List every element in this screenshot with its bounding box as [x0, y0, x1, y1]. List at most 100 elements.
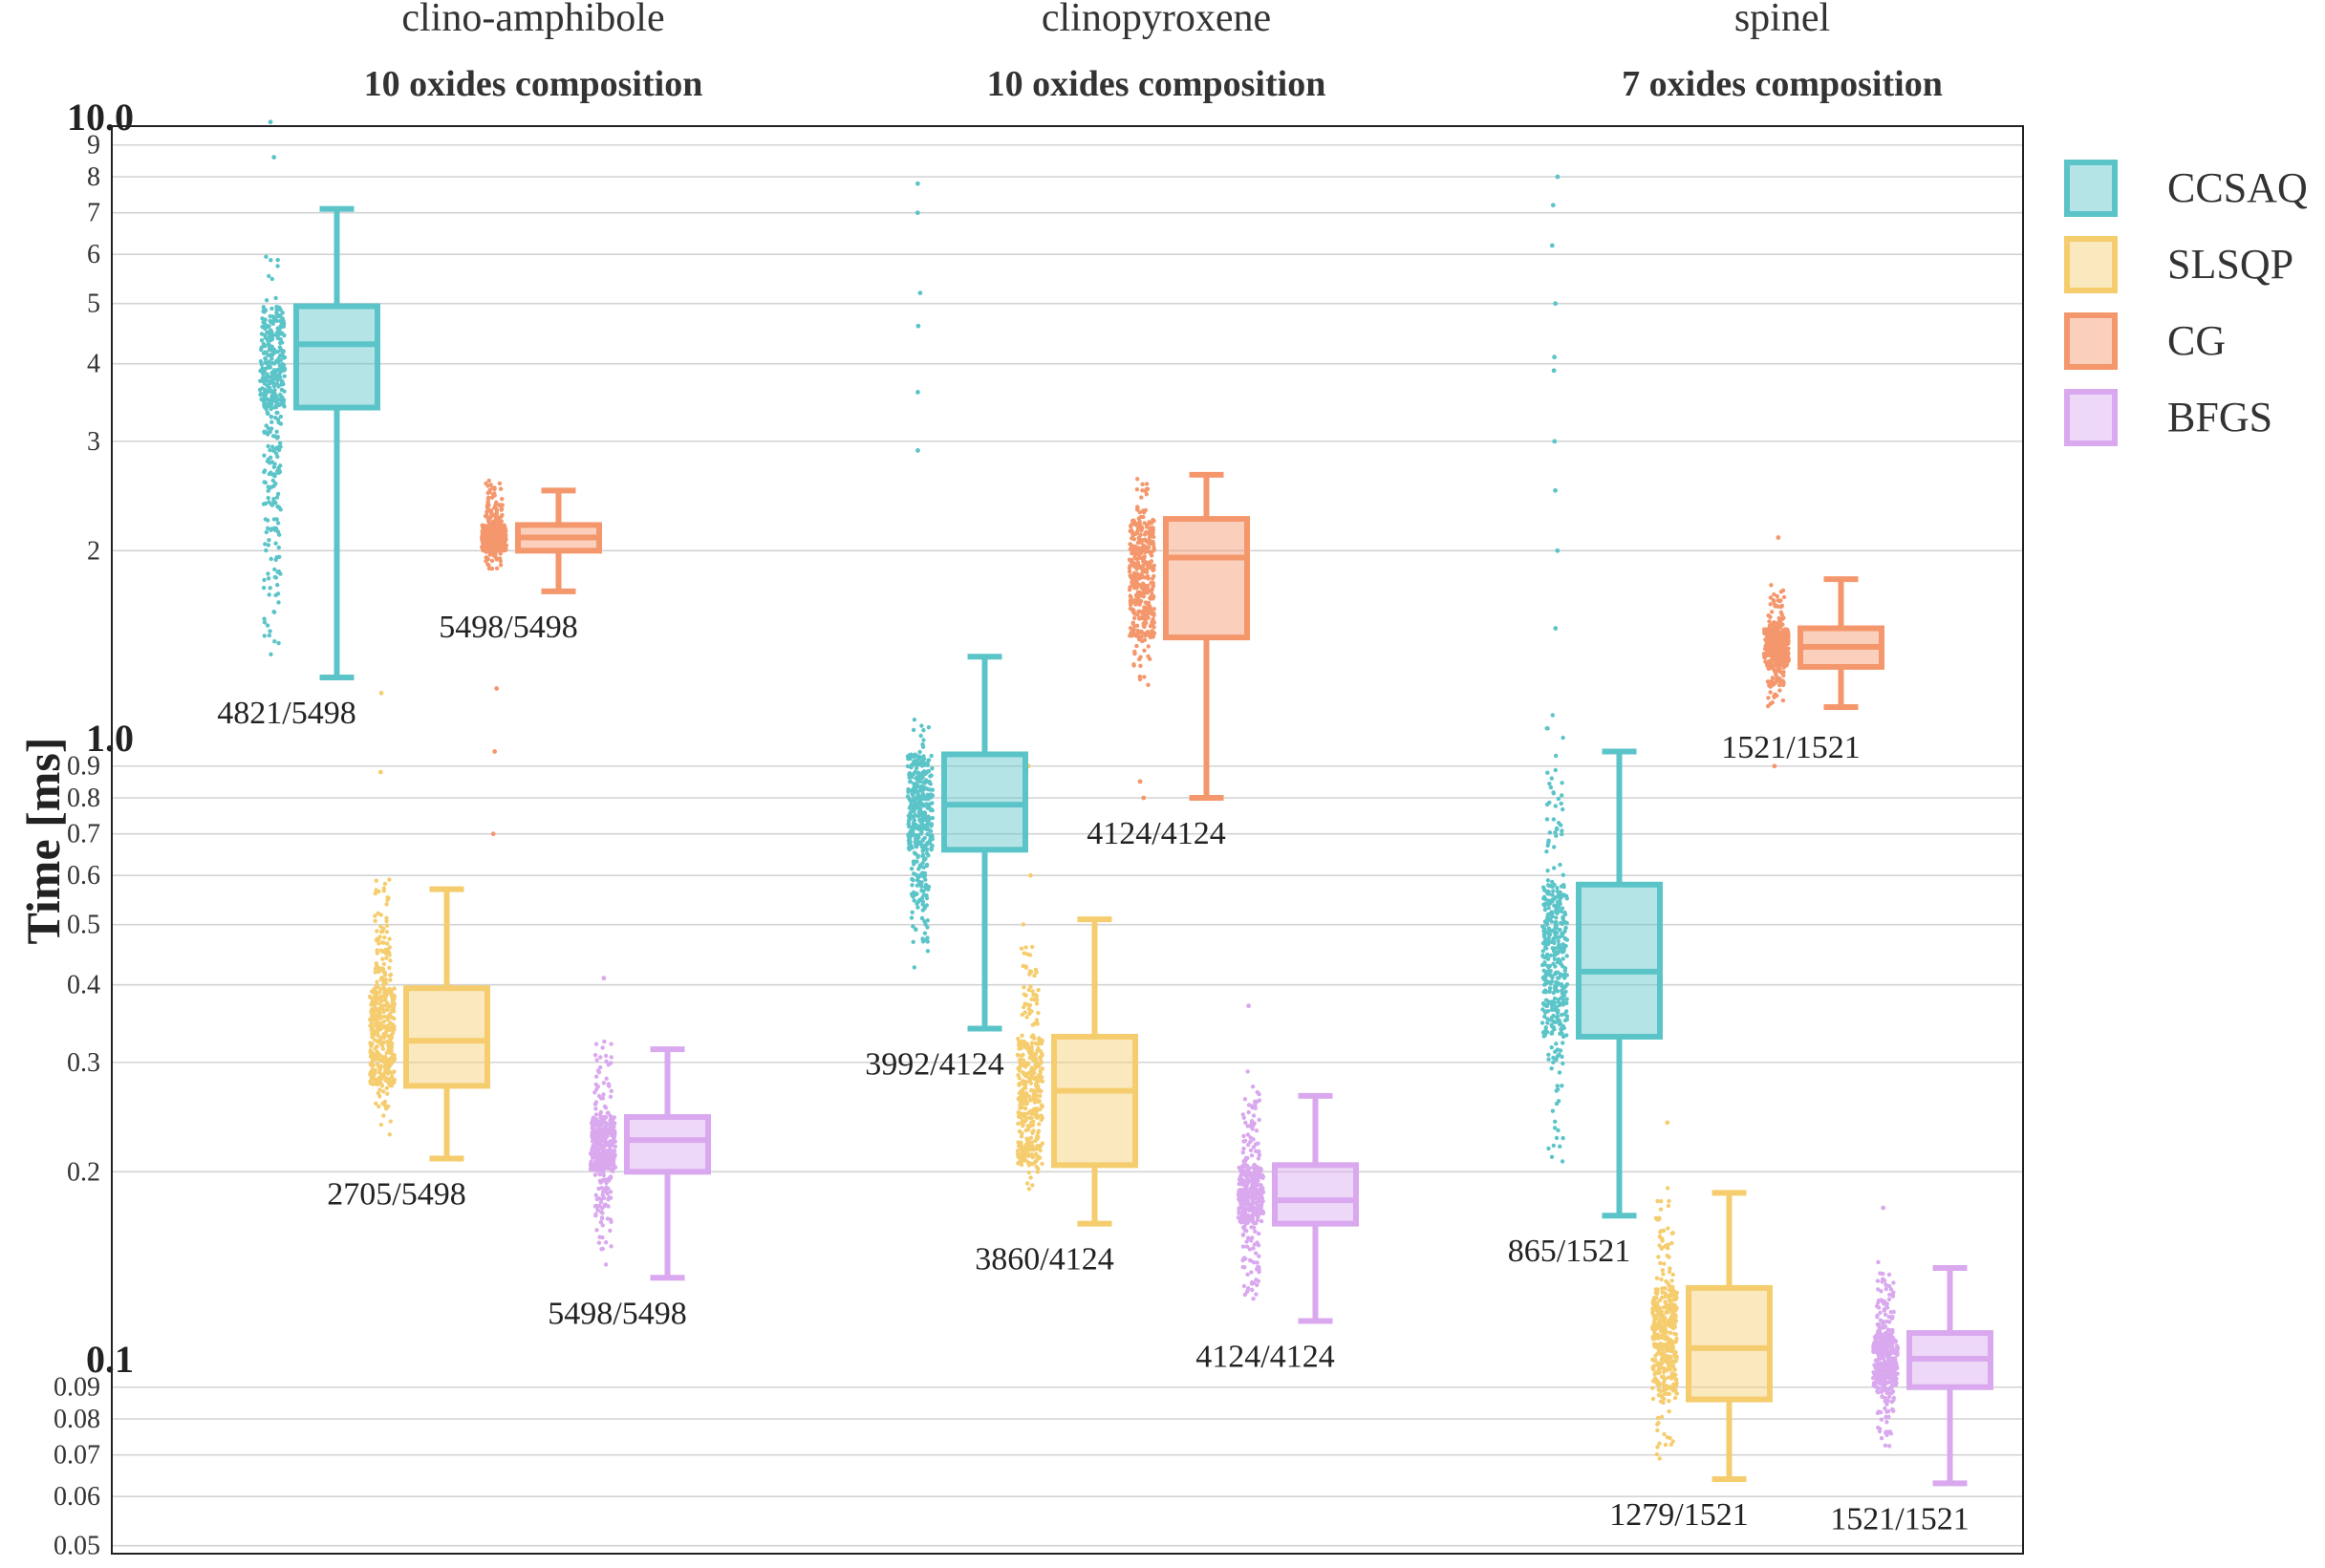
data-point	[499, 514, 504, 519]
data-point	[372, 1068, 377, 1074]
data-point	[594, 1086, 599, 1092]
data-point	[1650, 1334, 1655, 1340]
data-point	[269, 276, 274, 282]
data-point	[1029, 1009, 1034, 1014]
data-point	[1024, 1181, 1030, 1186]
data-point	[1242, 1164, 1248, 1169]
outlier-point	[1555, 174, 1561, 180]
data-point	[1778, 625, 1783, 630]
data-point	[1656, 1361, 1661, 1365]
data-point	[274, 397, 279, 401]
data-point	[489, 558, 495, 564]
data-point	[1249, 1238, 1254, 1243]
data-point	[913, 833, 918, 838]
data-point	[480, 545, 485, 550]
data-point	[1555, 1054, 1560, 1059]
data-point	[1139, 571, 1144, 577]
data-point	[498, 486, 504, 491]
data-point	[1776, 676, 1782, 681]
data-point	[1558, 1144, 1562, 1149]
data-point	[1021, 922, 1026, 927]
data-point	[378, 966, 383, 971]
data-point	[594, 1228, 599, 1233]
data-point	[926, 769, 931, 774]
data-point	[1883, 1312, 1888, 1318]
data-point	[1040, 1141, 1045, 1146]
data-point	[272, 527, 277, 532]
data-point	[920, 825, 925, 829]
data-point	[269, 306, 274, 311]
data-point	[1129, 527, 1134, 533]
data-point	[612, 1115, 616, 1120]
data-point	[1140, 488, 1145, 493]
data-point	[1876, 1287, 1881, 1292]
data-point	[1244, 1244, 1250, 1249]
data-point	[380, 1007, 385, 1012]
data-point	[1246, 1109, 1251, 1115]
data-point	[381, 1019, 386, 1024]
data-point	[593, 1042, 599, 1046]
data-point	[1023, 1114, 1027, 1119]
data-point	[1142, 675, 1147, 679]
data-point	[1549, 776, 1555, 781]
data-point	[1775, 658, 1779, 663]
data-point	[1034, 970, 1039, 975]
data-point	[266, 338, 270, 344]
data-point	[1040, 1051, 1044, 1056]
outlier-point	[1776, 535, 1781, 540]
outlier-point	[1141, 795, 1147, 801]
data-point	[271, 347, 277, 352]
data-point	[923, 877, 928, 882]
data-point	[918, 733, 923, 739]
data-point	[272, 316, 278, 322]
data-point	[1551, 1060, 1556, 1065]
data-point	[930, 793, 936, 798]
data-point	[602, 1039, 607, 1044]
data-point	[1250, 1182, 1255, 1188]
data-point	[1038, 1068, 1043, 1073]
data-point	[1130, 520, 1135, 525]
data-point	[1550, 946, 1555, 951]
data-point	[268, 586, 272, 591]
data-point	[1241, 1257, 1246, 1261]
data-point	[1256, 1278, 1261, 1284]
data-point	[613, 1152, 617, 1157]
data-point	[596, 1093, 602, 1099]
data-point	[1027, 1115, 1033, 1121]
data-point	[281, 354, 286, 359]
data-point	[919, 797, 925, 802]
data-point	[378, 1016, 383, 1020]
data-point	[1259, 1183, 1263, 1188]
data-point	[1148, 534, 1152, 540]
data-point	[925, 925, 930, 930]
outlier-point	[1552, 439, 1558, 444]
data-point	[925, 949, 931, 954]
data-point	[268, 455, 273, 460]
data-point	[1652, 1330, 1657, 1335]
data-point	[1556, 956, 1561, 962]
data-point	[1022, 1095, 1027, 1100]
data-point	[1652, 1376, 1658, 1381]
outlier-point	[1553, 487, 1558, 493]
data-point	[262, 616, 267, 621]
data-point	[1560, 781, 1564, 785]
data-point	[1250, 1212, 1256, 1217]
data-point	[915, 859, 919, 864]
data-point	[915, 814, 921, 819]
data-point	[1550, 899, 1555, 904]
data-point	[266, 432, 270, 437]
data-point	[1019, 1053, 1023, 1059]
data-point	[1145, 608, 1150, 612]
data-point	[1672, 1367, 1678, 1372]
data-point	[1557, 1070, 1562, 1075]
data-point	[915, 753, 919, 759]
data-point	[1150, 588, 1154, 592]
data-point	[1889, 1316, 1895, 1321]
data-point	[1667, 1283, 1672, 1289]
data-point	[278, 414, 283, 419]
data-point	[1769, 583, 1774, 588]
data-point	[370, 1012, 375, 1018]
outlier-point	[271, 155, 277, 160]
data-point	[1255, 1217, 1260, 1223]
data-point	[1551, 1055, 1556, 1061]
